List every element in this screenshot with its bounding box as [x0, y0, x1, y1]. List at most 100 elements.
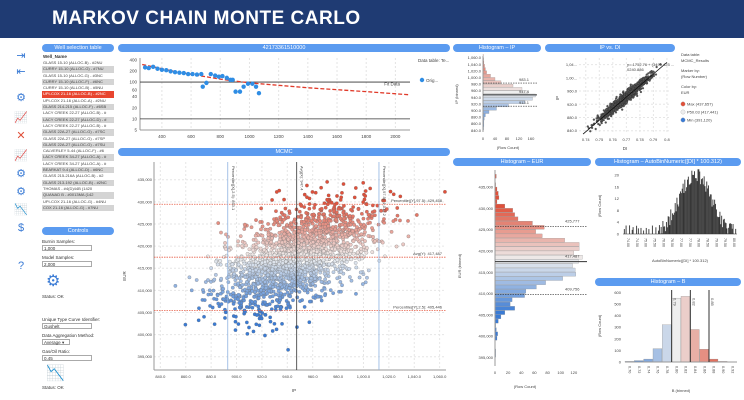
data-point — [224, 75, 230, 81]
data-point — [388, 189, 393, 194]
column-header[interactable]: Well_Name — [43, 54, 67, 59]
well-row[interactable]: GLASS 22A-27 (ALLOC-G) - #7SU — [42, 141, 114, 149]
well-row[interactable]: GLASS 22A-27 (ALLOC-G) - #7SC — [42, 129, 114, 136]
well-row[interactable]: COX 21-16 (ALLOC-G) - #7NU — [42, 204, 114, 212]
burnin-label: Burnin Samples: — [42, 239, 76, 244]
gears-icon[interactable]: ⚙ — [16, 186, 26, 198]
gear-icon[interactable]: ⚙ — [16, 168, 26, 180]
data-point — [363, 189, 368, 193]
data-point — [308, 271, 313, 276]
well-row[interactable]: CURRY 15-10 (ALLOC-F) - #6NC — [42, 78, 114, 86]
well-row[interactable]: GLASS 22A-27 (ALLOC-G) - #7SP — [43, 135, 106, 141]
model-samples-input[interactable]: 2,000 — [42, 261, 92, 267]
decline-curve-icon[interactable]: 📉 — [14, 204, 28, 216]
line-chart-icon[interactable]: 📈 — [14, 150, 28, 162]
data-point — [639, 87, 642, 90]
histogram-bar — [482, 87, 523, 91]
data-point — [615, 95, 618, 99]
decline-curve-icon[interactable]: 📉 — [46, 365, 65, 382]
data-point — [259, 288, 263, 293]
histogram-bar — [729, 223, 731, 234]
well-row[interactable]: UPI-COX 21-16 (ALLOC-A) - #2NU — [43, 97, 106, 103]
well-row[interactable]: GLASS 213-192 (ALLOC-B) - #2NC — [42, 179, 114, 186]
help-icon[interactable]: ? — [17, 260, 25, 272]
histogram-bar — [494, 297, 513, 302]
data-point — [207, 288, 212, 293]
import-icon[interactable]: ⇥ — [16, 50, 26, 62]
y-axis-label: IP (binned) — [454, 84, 459, 104]
well-row[interactable]: GLASS 214-215 (ALLOC-F) - #6SB — [42, 104, 114, 111]
well-row[interactable]: QUANAD B - #0013MA (142 — [42, 192, 114, 199]
data-point — [325, 180, 329, 184]
data-point — [361, 216, 366, 221]
well-row[interactable]: GLASS 215-216A (ALLOC-B) - #2 — [43, 173, 104, 179]
gor-input[interactable]: 0.45 — [42, 355, 92, 361]
burnin-input[interactable]: 1,000 — [42, 245, 92, 251]
ip-vs-di-chart[interactable]: 0.74 0.75 0.76 0.77 0.78 0.79 0.8 840.0 880.0 920… — [545, 52, 741, 152]
y-tick-label: 1,04... — [566, 62, 577, 67]
data-point — [223, 316, 227, 320]
data-point — [313, 237, 318, 242]
x-tick-label: 76.50 — [670, 238, 674, 247]
well-row[interactable]: THOMAS - #4(D)44B (1420 — [43, 185, 93, 191]
well-row[interactable]: LACY CREEK 22-27 (ALLOC-B) - # — [43, 110, 107, 116]
histogram-bar — [671, 220, 673, 234]
legend-item: P50.03 (417,441) — [687, 110, 719, 115]
data-point — [630, 92, 633, 96]
well-row[interactable]: CURRY 15-10 (ALLOC-G) - #7NU — [42, 66, 114, 73]
data-point — [265, 291, 270, 296]
legend-item: Max (437,657) — [687, 102, 713, 107]
run-mcmc-gears-icon[interactable]: ⚙ — [46, 273, 61, 290]
data-point — [323, 205, 328, 210]
well-row[interactable]: GLASS 15-10 (ALLOC-G) - #3NC — [43, 72, 103, 78]
well-row[interactable]: LACY CREEK 34-27 (ALLOC-A) - # — [42, 154, 114, 161]
data-point — [252, 295, 257, 299]
data-point — [260, 224, 265, 229]
data-point — [348, 251, 352, 256]
well-row[interactable]: GLASS 15-10 (ALLOC-B) - #2NU — [43, 60, 103, 65]
well-row[interactable]: LACY CREEK 22-27 (ALLOC-D) - # — [42, 116, 114, 123]
data-point — [226, 299, 231, 304]
well-row[interactable]: CALVERLEY 5-44 (ALLOC-F) - #6 — [43, 148, 104, 154]
export-icon[interactable]: ⇤ — [16, 66, 26, 78]
data-point — [351, 251, 356, 256]
data-point — [614, 111, 618, 114]
chart-trend-icon[interactable]: 📈 — [14, 112, 28, 124]
data-point — [251, 263, 255, 267]
histogram-bar — [717, 217, 719, 234]
histogram-bar — [482, 107, 497, 111]
hist-eur-chart[interactable]: 395,000 400,000 405,000 410,000 415,000 420,0… — [453, 166, 591, 398]
data-point — [659, 63, 662, 66]
data-point — [173, 284, 178, 288]
settings-group-icon[interactable]: ⚙ — [16, 92, 26, 104]
hist-b-chart[interactable]: 0 100 200 300 400 500 600 0.70 0.72 0.74 0.76 0.78 0… — [595, 286, 741, 398]
x-tick-label: 0.72 — [637, 366, 641, 373]
well-row[interactable]: UPI-COX 21-16 (ALLOC-B) - #2NC — [42, 91, 114, 98]
well-row[interactable]: LACY CREEK 34-27 (ALLOC-A) - # — [43, 160, 107, 166]
data-point — [349, 257, 354, 262]
mcmc-scatter-chart[interactable]: 840.0 860.0 880.0 900.0 920.0 940.0 960.0 980.0… — [118, 156, 450, 398]
well-row[interactable]: UPI-COX 21-16 (ALLOC-G) - #4NU — [43, 198, 107, 204]
histogram-bar — [632, 227, 634, 234]
data-point — [314, 231, 319, 236]
aggregation-select[interactable]: Average ▾ — [42, 339, 70, 345]
hist-autobin-chart[interactable]: 0 4 8 12 16 20 74.00 74.50 75.00 75.50 76.00 76.50 7… — [595, 166, 741, 273]
data-point — [357, 275, 362, 280]
data-point — [650, 76, 654, 79]
data-point — [332, 264, 337, 268]
curve-id-input[interactable]: Gushelt — [42, 323, 92, 329]
data-point — [323, 222, 328, 226]
decline-chart[interactable]: 400 600 800 1000 1200 1400 1600 1800 2000 5 10 20 40… — [118, 52, 450, 144]
well-row[interactable]: CURRY 15-10 (ALLOC-B) - #5NU — [43, 85, 104, 91]
well-row[interactable]: BEARKAT 9-4 (ALLOC-D) - #6NC — [42, 167, 114, 174]
data-point — [240, 283, 245, 287]
data-point — [355, 237, 360, 242]
status-text: Status: OK — [42, 385, 64, 390]
reference-label: Percentile([Y],2.5): 405,446 — [393, 304, 442, 309]
clear-chart-icon[interactable]: ✕ — [16, 130, 26, 142]
histogram-bar — [660, 226, 662, 234]
dollar-icon[interactable]: $ — [17, 222, 25, 234]
hist-ip-panel: Histogram – IP 840.0 860.0 880.0 900.0 920.0… — [453, 44, 541, 152]
well-row[interactable]: LACY CREEK 22-27 (ALLOC-B) - # — [43, 122, 107, 128]
